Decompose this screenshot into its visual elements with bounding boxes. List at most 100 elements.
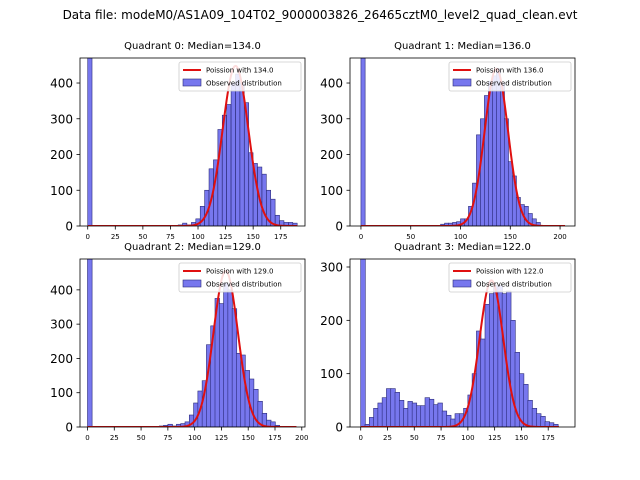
histogram-bar — [433, 404, 439, 427]
histogram-bar — [492, 75, 497, 226]
y-tick-label: 0 — [65, 220, 73, 234]
x-tick-label: 25 — [383, 434, 392, 442]
x-tick-label: 0 — [85, 233, 89, 241]
histogram-bar — [231, 308, 238, 427]
histogram-bar — [496, 68, 501, 226]
histogram-bar — [531, 408, 538, 427]
histogram-bar — [261, 173, 267, 226]
x-tick-label: 150 — [246, 233, 259, 241]
x-tick-label: 125 — [488, 434, 501, 442]
x-tick-label: 150 — [242, 434, 255, 442]
histogram-bar — [226, 104, 232, 226]
legend-bar-swatch — [182, 279, 202, 288]
legend-bar-swatch — [452, 78, 472, 87]
legend-box — [178, 262, 302, 293]
figure-suptitle: Data file: modeM0/AS1A09_104T02_90000038… — [62, 8, 578, 22]
legend-bar-label: Observed distribution — [206, 281, 282, 289]
legend-bar-swatch — [182, 78, 202, 87]
y-tick-label: 300 — [320, 261, 343, 275]
legend: Poission with 129.0 Observed distribution — [178, 262, 302, 293]
histogram-bar — [390, 388, 396, 427]
x-tick-label: 200 — [295, 434, 308, 442]
plot-area — [360, 58, 566, 226]
histogram-bar — [493, 285, 499, 427]
x-tick-label: 75 — [163, 434, 172, 442]
histogram-bar — [235, 73, 241, 226]
poisson-fit-line — [87, 64, 298, 226]
histogram-bar — [223, 282, 229, 427]
histogram-bar — [373, 408, 379, 427]
x-tick-label: 175 — [268, 434, 281, 442]
histogram-bar — [510, 320, 516, 427]
panel-title: Quadrant 0: Median=134.0 — [124, 41, 261, 52]
y-tick-label: 200 — [50, 148, 73, 162]
plot-area — [87, 259, 297, 427]
histogram-bar — [236, 352, 242, 427]
legend-box — [178, 61, 302, 92]
y-tick-label: 400 — [50, 77, 73, 91]
x-tick-label: 0 — [85, 434, 89, 442]
histogram-bar — [428, 398, 435, 427]
x-tick-label: 125 — [219, 233, 232, 241]
x-tick-label: 175 — [274, 233, 287, 241]
x-tick-label: 150 — [515, 434, 528, 442]
x-tick-label: 100 — [191, 233, 204, 241]
histogram-bar — [403, 408, 409, 427]
histogram-bar — [424, 397, 430, 427]
histogram-bar — [218, 303, 225, 427]
quadrant-3-panel: 0 25 50 75 100 125 150 175 0 100 200 300 Quadrant 3:… — [320, 242, 576, 442]
histogram-bar — [377, 402, 383, 427]
x-tick-label: 75 — [166, 233, 175, 241]
histogram-bar — [527, 400, 533, 427]
legend-line-label: Poission with 129.0 — [206, 268, 274, 276]
x-tick-label: 100 — [188, 434, 201, 442]
y-tick-label: 300 — [320, 112, 343, 126]
histogram-bar — [360, 58, 366, 226]
y-tick-label: 100 — [320, 184, 343, 198]
histogram-bar — [87, 58, 93, 226]
x-tick-label: 75 — [437, 434, 446, 442]
histogram-bar — [87, 259, 93, 427]
quadrant-2-panel: 0 25 50 75 100 125 150 175 200 0 100 200 300 400 Quadr… — [50, 242, 308, 442]
legend-line-label: Poission with 134.0 — [206, 67, 274, 75]
axes-frame — [79, 258, 306, 428]
legend: Poission with 122.0 Observed distribution — [448, 262, 572, 293]
poisson-fit-line — [87, 269, 297, 427]
histogram-bar — [416, 405, 422, 427]
y-tick-label: 200 — [320, 148, 343, 162]
x-tick-label: 100 — [461, 434, 474, 442]
histogram-bar — [480, 338, 486, 427]
histogram-bar — [488, 293, 495, 427]
x-tick-label: 200 — [553, 233, 566, 241]
panel-title: Quadrant 2: Median=129.0 — [124, 242, 261, 253]
histogram-bar — [484, 304, 490, 427]
x-tick-label: 25 — [111, 233, 120, 241]
histogram-bar — [420, 405, 426, 427]
quadrant-0-panel: 0 25 50 75 100 125 150 175 0 100 200 300 400 Quadrant… — [50, 41, 306, 241]
poisson-fit-line — [360, 279, 559, 427]
x-tick-label: 175 — [542, 434, 555, 442]
y-tick-label: 200 — [50, 352, 73, 366]
x-tick-label: 0 — [359, 233, 363, 241]
axes-frame — [79, 57, 306, 227]
legend-box — [448, 262, 572, 293]
histogram-bar — [506, 290, 512, 427]
legend-box — [448, 61, 572, 92]
y-tick-label: 400 — [50, 283, 73, 297]
histogram-bar — [407, 401, 413, 427]
y-tick-label: 0 — [65, 421, 73, 435]
histogram-bar — [386, 388, 392, 427]
histogram-bar — [368, 417, 375, 427]
legend-bar-label: Observed distribution — [206, 80, 282, 88]
x-tick-label: 50 — [137, 434, 146, 442]
legend-bar-label: Observed distribution — [476, 281, 552, 289]
x-tick-label: 100 — [454, 233, 467, 241]
axes-frame — [349, 258, 576, 428]
legend-line-label: Poission with 136.0 — [476, 67, 544, 75]
histogram-bar — [394, 392, 400, 427]
legend: Poission with 136.0 Observed distribution — [448, 61, 572, 92]
histogram-bar — [507, 161, 513, 226]
legend-bar-label: Observed distribution — [476, 80, 552, 88]
y-tick-label: 100 — [320, 367, 343, 381]
